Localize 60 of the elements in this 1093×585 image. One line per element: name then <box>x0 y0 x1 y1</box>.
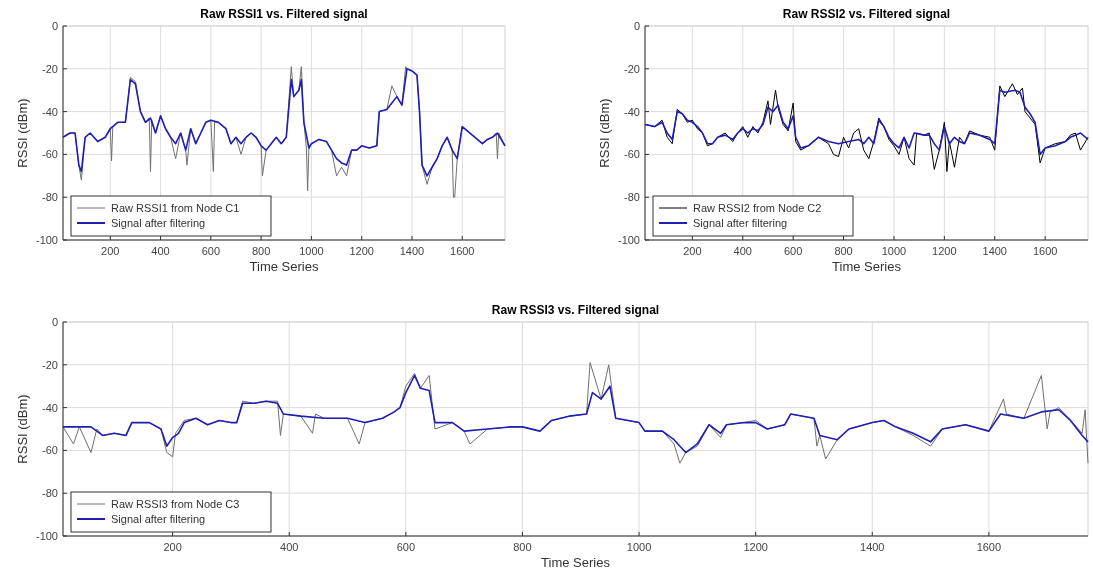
x-tick-label: 1400 <box>399 245 425 257</box>
y-axis-title: RSSI (dBm) <box>597 98 612 168</box>
x-tick-label: 1600 <box>1032 245 1058 257</box>
legend-label: Signal after filtering <box>111 513 206 525</box>
x-tick-label: 200 <box>163 541 182 553</box>
legend-label: Raw RSSI3 from Node C3 <box>111 498 240 510</box>
y-tick-label: -40 <box>42 105 58 118</box>
line-series <box>62 68 506 177</box>
chart-title: Raw RSSI1 vs. Filtered signal <box>200 7 368 21</box>
legend-label: Signal after filtering <box>111 217 206 229</box>
x-tick-label: 400 <box>151 245 170 257</box>
y-tick-label: -80 <box>42 191 58 204</box>
y-tick-label: -100 <box>35 234 58 246</box>
y-tick-label: -60 <box>42 444 58 457</box>
x-tick-label: 400 <box>733 245 752 257</box>
y-axis-title: RSSI (dBm) <box>15 394 30 464</box>
y-tick-label: -80 <box>624 191 640 204</box>
y-tick-label: -60 <box>624 148 640 161</box>
line-series <box>62 374 1089 454</box>
chart-title: Raw RSSI3 vs. Filtered signal <box>491 303 660 317</box>
y-tick-label: -80 <box>42 487 58 500</box>
x-tick-label: 600 <box>783 245 803 257</box>
x-tick-label: 800 <box>513 541 532 553</box>
x-tick-label: 1200 <box>932 245 957 257</box>
y-tick-label: -100 <box>35 530 58 542</box>
legend-label: Raw RSSI1 from Node C1 <box>111 202 240 214</box>
x-tick-label: 1600 <box>450 245 475 257</box>
y-tick-label: -60 <box>42 148 58 161</box>
y-tick-label: -100 <box>617 234 640 246</box>
x-tick-label: 1000 <box>626 541 652 553</box>
x-tick-label: 800 <box>834 245 853 257</box>
y-tick-label: -20 <box>42 62 58 75</box>
x-tick-label: 600 <box>396 541 416 553</box>
x-tick-label: 600 <box>201 245 221 257</box>
x-tick-label: 1000 <box>881 245 907 257</box>
y-axis-title: RSSI (dBm) <box>15 98 30 168</box>
x-tick-label: 1000 <box>299 245 324 257</box>
y-tick-label: -20 <box>42 358 58 371</box>
x-axis-title: Time Series <box>249 259 319 274</box>
x-tick-label: 400 <box>280 541 299 553</box>
y-tick-label: -40 <box>42 401 58 414</box>
legend-label: Signal after filtering <box>693 217 788 229</box>
x-tick-label: 1200 <box>349 245 374 257</box>
x-axis-title: Time Series <box>541 555 611 570</box>
y-tick-label: -20 <box>624 62 640 75</box>
x-tick-label: 1400 <box>982 245 1008 257</box>
y-tick-label: -40 <box>624 105 640 118</box>
y-tick-label: 0 <box>51 20 58 32</box>
x-tick-label: 1600 <box>976 541 1002 553</box>
y-tick-label: 0 <box>633 20 640 32</box>
line-series <box>644 89 1089 156</box>
x-tick-label: 800 <box>251 245 271 257</box>
x-tick-label: 1200 <box>743 541 768 553</box>
x-tick-label: 200 <box>683 245 702 257</box>
x-tick-label: 1400 <box>860 541 885 553</box>
legend-label: Raw RSSI2 from Node C2 <box>693 202 822 214</box>
x-axis-title: Time Series <box>832 259 902 274</box>
chart-title: Raw RSSI2 vs. Filtered signal <box>782 7 951 21</box>
y-tick-label: 0 <box>51 316 58 328</box>
x-tick-label: 200 <box>101 245 120 257</box>
